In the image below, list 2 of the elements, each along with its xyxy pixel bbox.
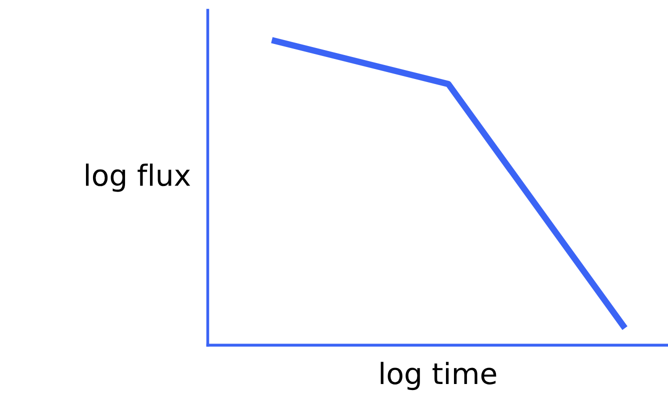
x-axis-title: log time <box>380 362 496 390</box>
y-axis-title: log flux <box>86 164 190 192</box>
